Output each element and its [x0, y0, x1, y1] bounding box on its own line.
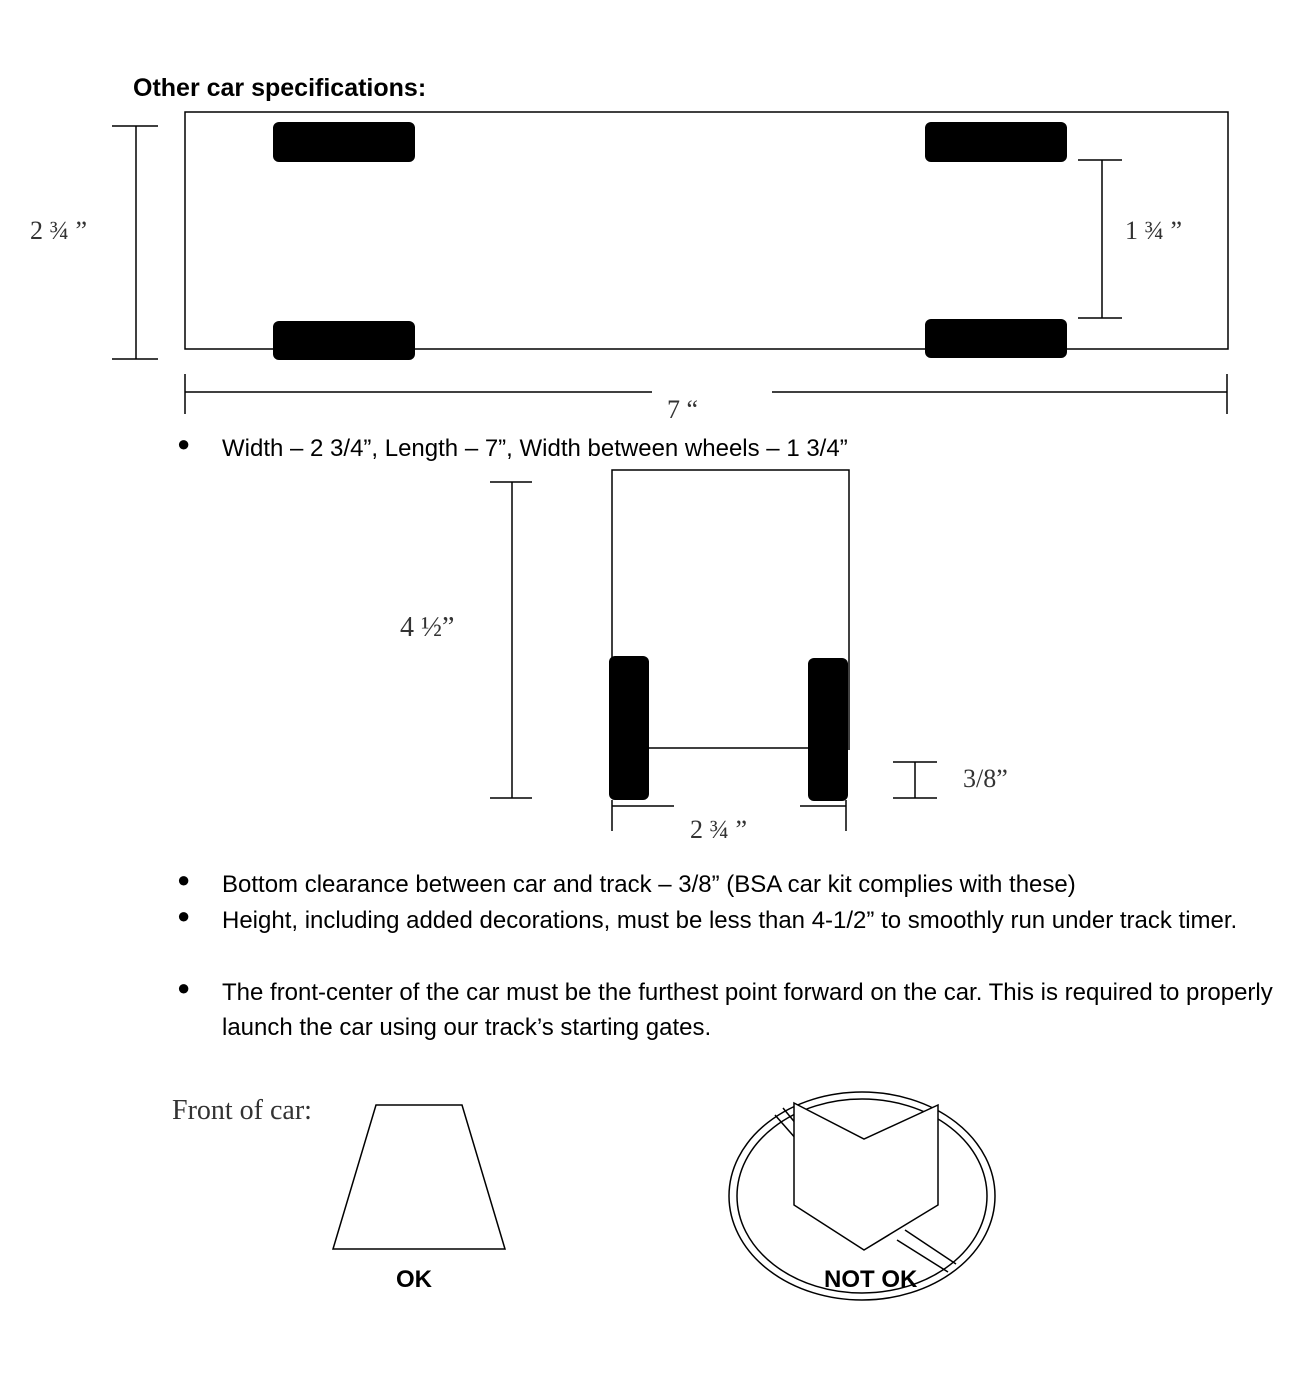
clearance-label: 3/8”: [963, 764, 1008, 793]
car-body-top-view: [184, 111, 1229, 350]
top-view-wheels: [273, 122, 1067, 360]
width-label: 2 ¾ ”: [30, 216, 87, 245]
front-view-diagram: [490, 469, 937, 831]
wheel-bottom-right: [925, 319, 1067, 358]
not-ok-label: NOT OK: [824, 1266, 918, 1293]
bullet-icon: ●: [177, 867, 191, 892]
bullet-icon: ●: [177, 431, 191, 456]
bullet-text: The front-center of the car must be the …: [222, 979, 1273, 1041]
wheel-bottom-left: [273, 321, 415, 360]
length-label: 7 “: [667, 395, 698, 424]
wheel-front-right: [808, 658, 848, 801]
top-view-diagram: [112, 111, 1229, 414]
not-ok-prohibition-symbol: [728, 1091, 996, 1301]
wheel-gap-label: 1 ¾ ”: [1125, 216, 1182, 245]
wheel-top-left: [273, 122, 415, 162]
not-ok-arrow-shape: [793, 1101, 939, 1251]
bullet-icon: ●: [177, 903, 191, 928]
bullet-text: Width – 2 3/4”, Length – 7”, Width betwe…: [222, 435, 848, 462]
ok-label: OK: [396, 1266, 433, 1293]
front-width-label: 2 ¾ ”: [690, 815, 747, 844]
height-label: 4 ½”: [400, 612, 454, 643]
wheel-top-right: [925, 122, 1067, 162]
front-view-wheels: [609, 656, 848, 801]
wheel-front-left: [609, 656, 649, 800]
bullet-icon: ●: [177, 975, 191, 1000]
car-body-front-view: [611, 469, 850, 750]
ok-trapezoid-shape: [331, 1104, 507, 1250]
section-heading: Other car specifications:: [133, 74, 427, 102]
front-of-car-caption: Front of car:: [172, 1095, 312, 1126]
bullet-text: Height, including added decorations, mus…: [222, 907, 1238, 934]
bullet-text: Bottom clearance between car and track –…: [222, 871, 1076, 898]
